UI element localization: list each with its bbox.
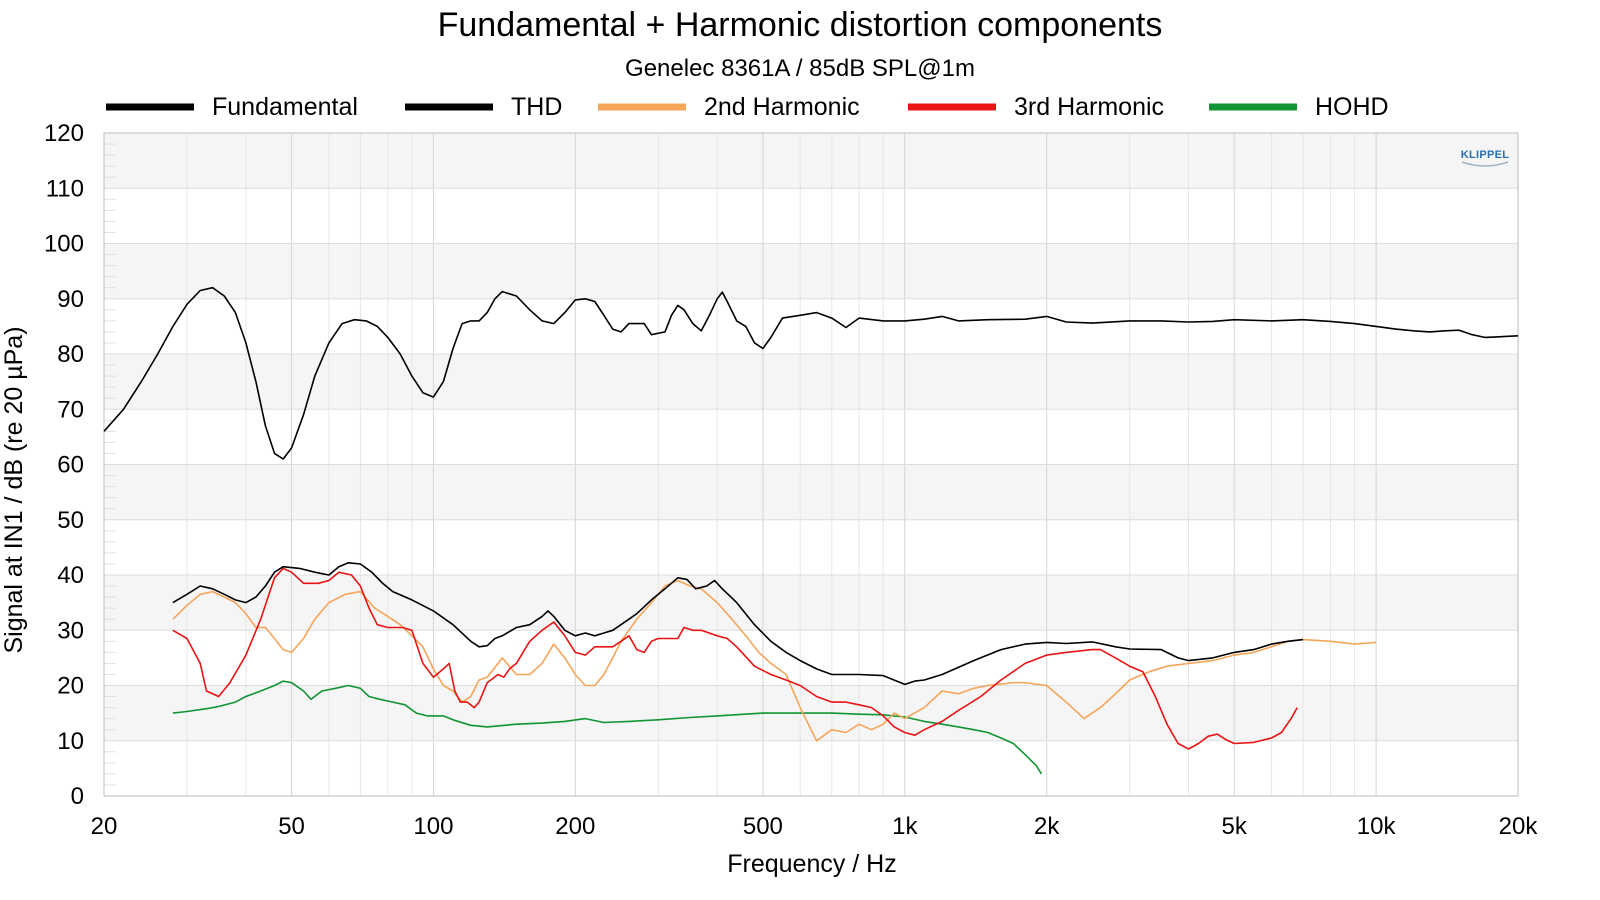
series-line-fundamental — [103, 286, 1519, 460]
y-tick-label: 110 — [46, 175, 84, 202]
klippel-logo-text: KLIPPEL — [1461, 149, 1510, 161]
legend-label-2nd-harmonic: 2nd Harmonic — [704, 93, 860, 121]
legend: Fundamental THD 2nd Harmonic 3rd Harmonic HO… — [106, 93, 1389, 121]
y-tick-label: 10 — [57, 728, 84, 755]
plot-band — [104, 575, 1518, 631]
plot-band — [104, 133, 1518, 189]
y-tick-label: 70 — [57, 396, 84, 423]
x-tick-label: 10k — [1357, 813, 1397, 840]
x-tick-label: 20k — [1499, 813, 1539, 840]
x-tick-label: 500 — [743, 813, 783, 840]
y-tick-label: 20 — [57, 673, 84, 700]
plot-band — [104, 298, 1518, 354]
x-axis-label: Frequency / Hz — [727, 850, 897, 878]
plot-band — [104, 519, 1518, 575]
x-tick-label: 1k — [892, 813, 918, 840]
y-tick-label: 50 — [57, 507, 84, 534]
series-line-2nd-harmonic — [172, 579, 1377, 742]
plot-band — [104, 354, 1518, 410]
series-layer — [103, 286, 1519, 775]
y-tick-label: 0 — [71, 783, 84, 810]
x-tick-label: 5k — [1222, 813, 1248, 840]
y-tick-label: 90 — [57, 286, 84, 313]
plot-band — [104, 243, 1518, 299]
y-axis-ticks: 0 10 20 30 40 50 60 70 80 90 100 110 120 — [44, 120, 84, 810]
plot-frame — [103, 132, 1519, 797]
x-tick-label: 50 — [278, 813, 305, 840]
y-tick-label: 120 — [44, 120, 84, 147]
series-line-hohd — [172, 680, 1043, 775]
chart-subtitle: Genelec 8361A / 85dB SPL@1m — [625, 55, 975, 82]
klippel-logo-swoosh — [1461, 161, 1509, 167]
chart-title: Fundamental + Harmonic distortion compon… — [438, 6, 1163, 44]
plot-band — [104, 409, 1518, 465]
y-tick-label: 30 — [57, 617, 84, 644]
x-tick-label: 100 — [413, 813, 453, 840]
x-tick-label: 20 — [91, 813, 118, 840]
y-axis-label: Signal at IN1 / dB (re 20 µPa) — [0, 326, 28, 653]
plot-band — [104, 630, 1518, 686]
y-tick-label: 80 — [57, 341, 84, 368]
x-tick-label: 200 — [555, 813, 595, 840]
x-axis-ticks: 20 50 100 200 500 1k 2k 5k 10k 20k — [91, 813, 1539, 840]
grid — [104, 132, 1518, 797]
legend-label-3rd-harmonic: 3rd Harmonic — [1014, 93, 1164, 121]
plot-band — [104, 464, 1518, 520]
y-tick-label: 60 — [57, 452, 84, 479]
plot-background-bands — [104, 133, 1518, 796]
klippel-logo: KLIPPEL — [1461, 149, 1510, 167]
x-tick-label: 2k — [1034, 813, 1060, 840]
legend-label-thd: THD — [511, 93, 562, 121]
series-line-3rd-harmonic — [172, 567, 1298, 750]
y-tick-label: 100 — [44, 231, 84, 258]
legend-label-hohd: HOHD — [1315, 93, 1389, 121]
plot-band — [104, 188, 1518, 244]
plot-band — [104, 740, 1518, 796]
legend-label-fundamental: Fundamental — [212, 93, 358, 121]
y-tick-label: 40 — [57, 562, 84, 589]
series-line-thd — [172, 562, 1304, 686]
